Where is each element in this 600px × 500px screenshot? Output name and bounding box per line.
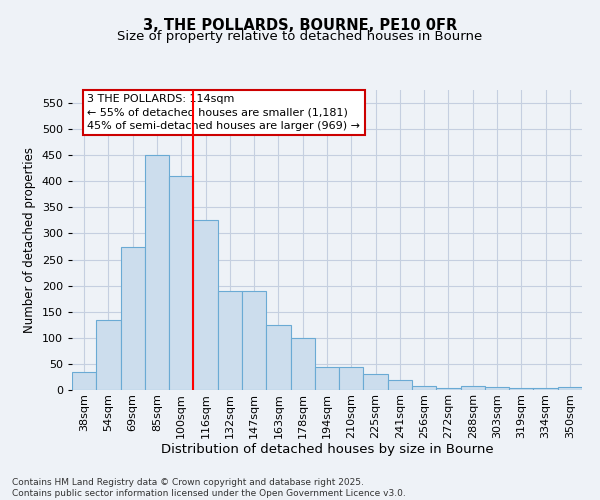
Bar	[388, 380, 412, 390]
Bar	[218, 291, 242, 390]
Bar	[436, 388, 461, 390]
Bar	[72, 372, 96, 390]
Bar	[558, 388, 582, 390]
Text: 3 THE POLLARDS: 114sqm
← 55% of detached houses are smaller (1,181)
45% of semi-: 3 THE POLLARDS: 114sqm ← 55% of detached…	[88, 94, 360, 131]
Bar	[266, 325, 290, 390]
Bar	[412, 386, 436, 390]
X-axis label: Distribution of detached houses by size in Bourne: Distribution of detached houses by size …	[161, 444, 493, 456]
Bar	[339, 366, 364, 390]
Y-axis label: Number of detached properties: Number of detached properties	[23, 147, 36, 333]
Bar	[96, 320, 121, 390]
Bar	[169, 176, 193, 390]
Bar	[121, 246, 145, 390]
Text: Size of property relative to detached houses in Bourne: Size of property relative to detached ho…	[118, 30, 482, 43]
Bar	[193, 220, 218, 390]
Bar	[315, 366, 339, 390]
Bar	[509, 388, 533, 390]
Bar	[364, 374, 388, 390]
Bar	[242, 291, 266, 390]
Text: Contains HM Land Registry data © Crown copyright and database right 2025.
Contai: Contains HM Land Registry data © Crown c…	[12, 478, 406, 498]
Bar	[461, 386, 485, 390]
Bar	[533, 388, 558, 390]
Bar	[290, 338, 315, 390]
Text: 3, THE POLLARDS, BOURNE, PE10 0FR: 3, THE POLLARDS, BOURNE, PE10 0FR	[143, 18, 457, 32]
Bar	[485, 388, 509, 390]
Bar	[145, 155, 169, 390]
